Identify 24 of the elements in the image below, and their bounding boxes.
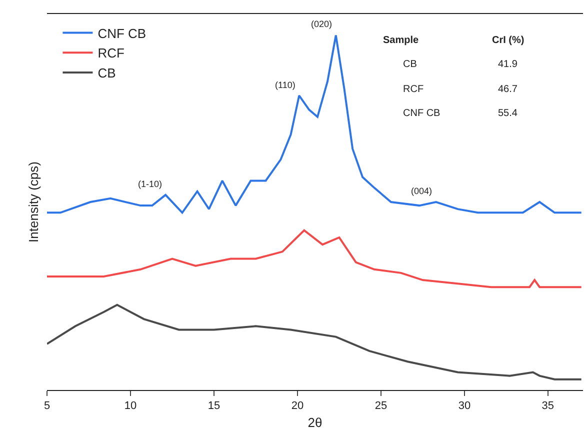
annotation: Sample bbox=[383, 35, 420, 46]
annotation: 46.7 bbox=[498, 84, 518, 95]
annotation: (004) bbox=[411, 186, 432, 196]
x-tick-label: 10 bbox=[124, 400, 137, 412]
annotation: RCF bbox=[403, 84, 424, 95]
annotation: 55.4 bbox=[498, 108, 518, 119]
legend-label: CB bbox=[98, 66, 116, 81]
annotation: CNF CB bbox=[403, 108, 441, 119]
y-axis-title: Intensity (cps) bbox=[26, 162, 41, 242]
x-tick-label: 25 bbox=[374, 400, 388, 412]
x-tick-label: 35 bbox=[542, 400, 554, 412]
legend-label: CNF CB bbox=[98, 26, 146, 41]
x-tick-label: 15 bbox=[208, 400, 220, 412]
annotation: CB bbox=[403, 59, 418, 70]
annotation: 41.9 bbox=[498, 59, 518, 70]
x-tick-label: 30 bbox=[458, 400, 471, 412]
annotation: (020) bbox=[311, 19, 332, 29]
x-tick-label: 5 bbox=[44, 400, 50, 412]
legend-label: RCF bbox=[98, 46, 124, 61]
x-tick-label: 20 bbox=[291, 400, 304, 412]
annotation: (110) bbox=[275, 80, 296, 90]
x-axis-title: 2θ bbox=[308, 414, 322, 430]
annotation: (1-10) bbox=[138, 179, 162, 189]
annotation: CrI (%) bbox=[492, 35, 524, 46]
